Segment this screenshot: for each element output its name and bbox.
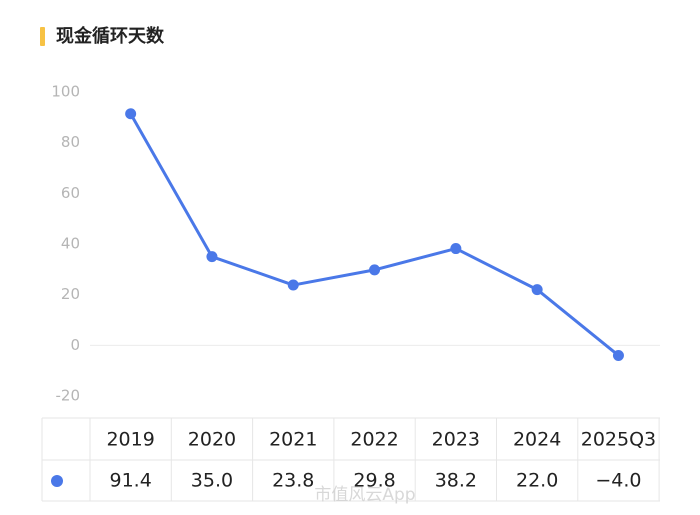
- point: [369, 264, 381, 276]
- x-tick-label: 2022: [350, 429, 398, 451]
- x-tick-label: 2025Q3: [581, 429, 656, 451]
- value-label: 22.0: [516, 470, 558, 492]
- line: [129, 113, 620, 357]
- table-grid: [41, 417, 660, 502]
- y-tick-label: 80: [61, 133, 80, 151]
- watermark: 市值风云App: [314, 485, 415, 505]
- x-tick-label: 2019: [106, 429, 154, 451]
- title-accent: [40, 27, 45, 46]
- value-label: 35.0: [191, 470, 233, 492]
- x-tick-label: 2021: [269, 429, 317, 451]
- legend-marker: [51, 475, 63, 487]
- value-label: 29.8: [353, 470, 395, 492]
- y-tick-label: 40: [61, 235, 80, 253]
- x-tick-label: 2024: [513, 429, 561, 451]
- chart-title: 现金循环天数: [56, 25, 165, 47]
- value-label: 38.2: [435, 470, 477, 492]
- point: [125, 108, 137, 120]
- value-label: 91.4: [109, 470, 151, 492]
- y-tick-label: 100: [51, 83, 80, 101]
- y-tick-label: 60: [61, 184, 80, 202]
- x-tick-label: 2020: [188, 429, 236, 451]
- point: [450, 243, 462, 255]
- value-label: 23.8: [272, 470, 314, 492]
- y-tick-label: -20: [56, 387, 81, 405]
- y-tick-label: 0: [70, 336, 80, 354]
- point: [612, 349, 624, 361]
- point: [287, 279, 299, 291]
- x-tick-label: 2023: [432, 429, 480, 451]
- point: [531, 284, 543, 296]
- value-label: −4.0: [595, 470, 641, 492]
- point: [206, 251, 218, 263]
- y-tick-label: 20: [61, 285, 80, 303]
